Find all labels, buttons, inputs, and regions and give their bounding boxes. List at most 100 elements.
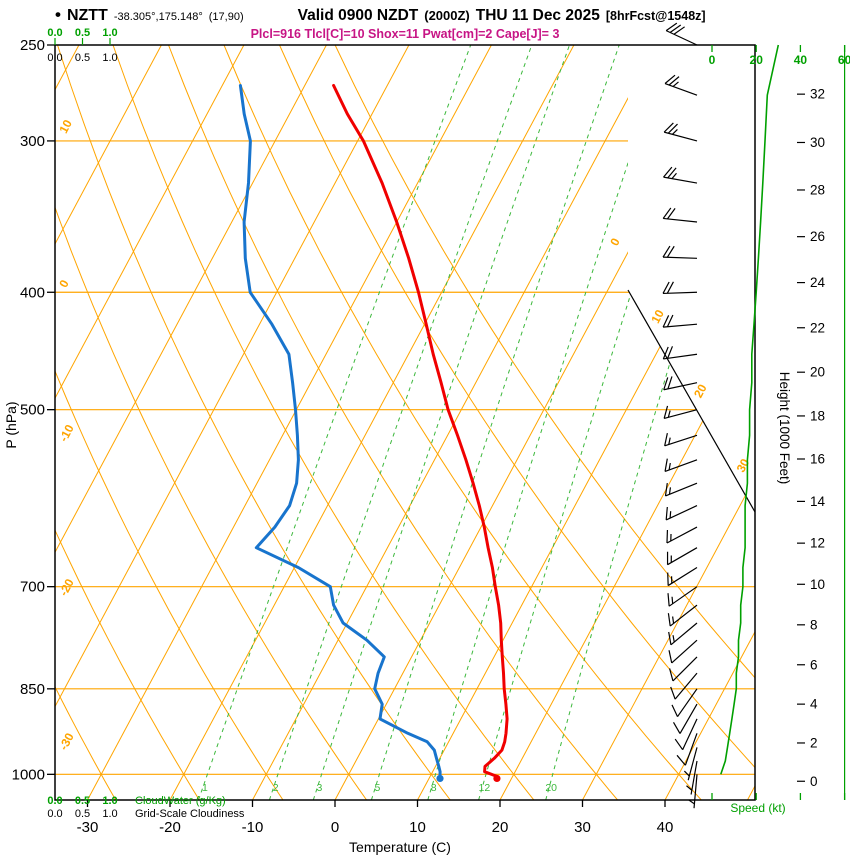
wind-barb — [688, 774, 698, 809]
wind-barb — [662, 346, 698, 360]
dry-adiabat-line — [55, 45, 368, 800]
isotherm-label-right: 30 — [734, 456, 753, 475]
wind-barb — [667, 567, 698, 587]
speed-tick-label: 60 — [838, 53, 850, 67]
station-coords: -38.305°,175.148° — [113, 11, 203, 23]
valid-time: Valid 0900 NZDT — [297, 7, 419, 24]
wind-barb — [676, 733, 698, 766]
valid-utc: (2000Z) — [424, 8, 470, 23]
dry-adiabat-line — [112, 45, 535, 800]
temperature-tick-label: 20 — [492, 819, 509, 836]
temperature-axis: -30 -20 -10 0 10 20 30 40 Temperature (C) — [77, 800, 673, 855]
temperature-tick-label: -10 — [242, 819, 264, 836]
cloudwater-scale-top: 0.5 — [75, 27, 90, 39]
wind-barb — [664, 433, 698, 447]
stability-params: Plcl=916 Tlcl[C]=10 Shox=11 Pwat[cm]=2 C… — [250, 27, 560, 41]
isotherm-line — [55, 45, 327, 800]
mixing-ratio-label: 12 — [478, 782, 490, 794]
wind-barb — [664, 458, 698, 473]
wind-barb — [674, 718, 698, 751]
isotherm-line — [87, 45, 492, 800]
height-axis-title: Height (1000 Feet) — [777, 372, 792, 485]
height-tick-label: 8 — [810, 617, 818, 632]
title-row: • NZTT -38.305°,175.148° (17,90) Valid 0… — [55, 5, 840, 25]
height-tick-label: 0 — [810, 774, 818, 789]
dry-adiabat-line — [55, 45, 117, 800]
height-tick-label: 22 — [810, 320, 825, 335]
wind-barb — [686, 760, 698, 795]
cloudiness-scale-bottom: 0.5 — [75, 808, 90, 820]
isotherm-label-right: 20 — [691, 381, 710, 400]
temperature-tick-label: -30 — [77, 819, 99, 836]
cloudiness-scale-bottom: 0.0 — [47, 808, 62, 820]
pressure-tick-label: 700 — [20, 579, 45, 596]
pressure-tick-label: 400 — [20, 284, 45, 301]
wind-barb — [666, 547, 698, 566]
forecast-tag: [8hrFcst@1548z] — [605, 9, 706, 23]
height-tick-label: 16 — [810, 451, 825, 466]
mixing-ratio-line — [545, 45, 755, 800]
wind-barb — [667, 586, 698, 607]
mixing-ratio-label: 3 — [317, 782, 323, 794]
height-tick-label: 14 — [810, 494, 826, 509]
mixing-ratio-line — [370, 45, 620, 800]
wind-barb — [670, 672, 698, 700]
height-tick-label: 30 — [810, 135, 825, 150]
mixing-ratio-label: 1 — [202, 782, 208, 794]
wind-barb — [683, 747, 698, 781]
temperature-curve-surface-dot — [493, 774, 501, 783]
valid-date: THU 11 Dec 2025 — [475, 7, 600, 24]
wind-barb — [664, 482, 698, 497]
isotherm-line — [830, 45, 850, 800]
isotherm-line — [55, 45, 245, 800]
wind-barb — [663, 376, 698, 391]
temperature-curve — [332, 84, 509, 778]
isotherm-line — [664, 45, 755, 800]
temperature-tick-label: 0 — [331, 819, 339, 836]
isotherm-line — [55, 45, 410, 800]
cloudwater-axis-title: CloudWater (g/Kg) — [135, 795, 226, 807]
height-tick-label: 4 — [810, 697, 818, 712]
height-tick-label: 12 — [810, 536, 825, 551]
wind-barb — [662, 207, 698, 223]
pressure-axis: 250 300 400 500 700 850 1000 P (hPa) — [3, 37, 55, 783]
isotherm-label-right: 10 — [648, 307, 667, 326]
wind-barb — [665, 22, 698, 46]
wind-barb — [662, 245, 698, 259]
plot-frame — [54, 44, 756, 801]
isotherm-label-left: 0 — [56, 277, 72, 290]
dry-adiabat-line — [168, 45, 618, 800]
wind-barb — [663, 166, 698, 184]
cloudiness-scale-top: 0.5 — [75, 52, 90, 64]
wind-barb — [664, 74, 698, 96]
pressure-tick-label: 500 — [20, 402, 45, 419]
isotherm-line — [252, 45, 657, 800]
isotherm-label-left: -30 — [56, 730, 77, 752]
isotherm-line — [582, 45, 755, 800]
cloudwater-scale-top: 0.0 — [47, 27, 62, 39]
wind-barb — [671, 688, 698, 718]
dry-adiabat-line — [55, 45, 200, 800]
cloudiness-scale-top: 1.0 — [102, 52, 117, 64]
mixing-ratio-label: 5 — [375, 782, 381, 794]
wind-barb — [668, 622, 698, 646]
wind-barb — [663, 405, 698, 420]
isotherm-line — [747, 45, 755, 800]
temperature-tick-label: -20 — [159, 819, 181, 836]
cloudiness-axis-title: Grid-Scale Cloudiness — [135, 808, 245, 820]
cloudwater-scale-top: 1.0 — [102, 27, 117, 39]
isotherm-label-left: -20 — [56, 576, 77, 598]
speed-tick-label: 40 — [794, 53, 808, 67]
temperature-axis-title: Temperature (C) — [349, 839, 451, 855]
temperature-tick-label: 10 — [409, 819, 426, 836]
isotherm-label-left: 10 — [56, 117, 75, 136]
station-bullet-icon: • — [55, 5, 61, 24]
isotherm-label-left: -10 — [56, 422, 77, 444]
dry-adiabat-line — [55, 45, 284, 800]
wind-barb — [667, 604, 698, 627]
dry-adiabat-line — [279, 45, 755, 800]
dry-adiabat-line — [223, 45, 702, 800]
pressure-tick-label: 850 — [20, 681, 45, 698]
